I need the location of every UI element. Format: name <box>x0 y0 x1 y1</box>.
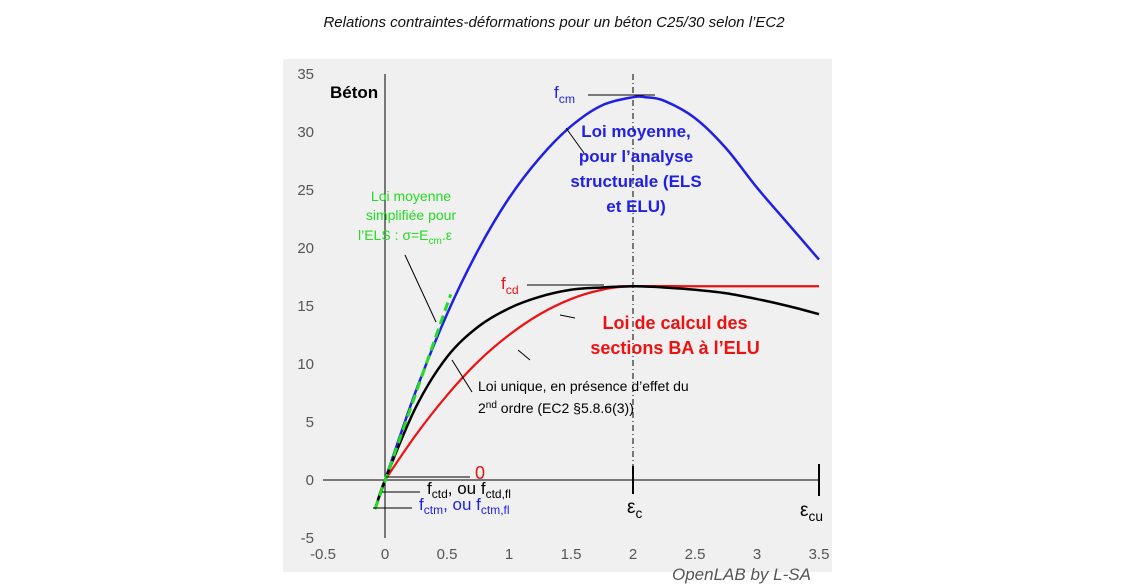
moyenne-leader <box>565 127 585 154</box>
curve-simplifiee <box>373 293 453 510</box>
label-fcm-base: f <box>554 83 559 102</box>
y-tick-label: 15 <box>297 298 314 315</box>
label-fcd-base: f <box>501 274 506 293</box>
x-tick-label: 2.5 <box>685 546 706 563</box>
label-simplifiee-pre: l’ELS : σ=E <box>358 227 429 243</box>
label-fctm-base: f <box>419 495 424 514</box>
label-zero: 0 <box>475 463 485 483</box>
curve-moyenne <box>373 95 820 510</box>
x-tick-label: 1.5 <box>561 546 582 563</box>
x-tick-label: 0.5 <box>437 546 458 563</box>
label-fctm-mid: , ou f <box>443 495 481 514</box>
y-tick-label: 20 <box>297 240 314 257</box>
label-fctm: fctm, ou fctm,fl <box>419 495 510 517</box>
label-simplifiee-sub: cm <box>429 236 442 247</box>
x-tick-label: 1 <box>505 546 513 563</box>
corner-label-beton: Béton <box>330 83 378 102</box>
label-fcm: fcm <box>554 83 575 106</box>
label-fctd-sub2: ctd,fl <box>486 487 511 501</box>
label-simplifiee-post: .ε <box>442 227 452 243</box>
label-unique-line2: 2nd ordre (EC2 §5.8.6(3)) <box>478 400 634 416</box>
label-fctd: fctd, ou fctd,fl <box>427 479 511 501</box>
label-fcd: fcd <box>501 274 519 297</box>
label-unique-sup: nd <box>486 400 497 411</box>
label-simplifiee-line1: Loi moyenne <box>371 188 451 204</box>
x-tick-label: 2 <box>629 546 637 563</box>
curve-calcul <box>384 284 819 481</box>
label-simplifiee-line2: simplifiée pour <box>366 207 457 223</box>
label-fctd-sub: ctd <box>432 487 448 501</box>
label-eps-c: εc <box>627 497 642 521</box>
unique-leader <box>451 359 473 393</box>
y-tick-label: -5 <box>301 530 314 547</box>
label-calcul-line: Loi de calcul des <box>602 313 747 333</box>
label-fctm-sub: ctm <box>424 503 443 517</box>
label-eps-c-sub: c <box>635 506 642 521</box>
plot-background <box>283 59 832 572</box>
chart-title: Relations contraintes-déformations pour … <box>323 14 785 31</box>
y-tick-label: 10 <box>297 356 314 373</box>
label-calcul-line: sections BA à l’ELU <box>590 338 759 358</box>
label-unique-line1: Loi unique, en présence d’effet du <box>478 378 689 394</box>
calcul-leader <box>559 314 576 319</box>
x-tick-label: -0.5 <box>310 546 336 563</box>
y-tick-label: 35 <box>297 66 314 83</box>
label-unique-pre: 2 <box>478 400 486 416</box>
label-fctd-base: f <box>427 479 432 498</box>
label-eps-c-base: ε <box>627 497 636 518</box>
label-fctd-mid: , ou f <box>448 479 486 498</box>
unique-leader-top <box>517 349 531 361</box>
x-tick-label: 3.5 <box>809 546 830 563</box>
label-moyenne-line: structurale (ELS <box>570 172 701 191</box>
label-unique-post: ordre (EC2 §5.8.6(3)) <box>497 400 634 416</box>
y-tick-label: 0 <box>306 472 314 489</box>
simplifiee-leader <box>404 254 437 323</box>
label-moyenne-line: et ELU) <box>606 197 666 216</box>
label-fcd-sub: cd <box>506 283 519 297</box>
x-tick-label: 0 <box>381 546 389 563</box>
y-tick-label: 30 <box>297 124 314 141</box>
curve-unique <box>373 285 820 510</box>
x-tick-label: 3 <box>753 546 761 563</box>
label-eps-cu-base: ε <box>800 500 809 521</box>
label-moyenne-line: Loi moyenne, <box>581 122 691 141</box>
footer-credit: OpenLAB by L-SA <box>672 565 811 584</box>
y-tick-label: 5 <box>306 414 314 431</box>
label-eps-cu-sub: cu <box>808 509 822 524</box>
label-fctm-sub2: ctm,fl <box>481 503 510 517</box>
label-simplifiee-line3: l’ELS : σ=Ecm.ε <box>358 227 452 247</box>
label-eps-cu: εcu <box>800 500 823 524</box>
y-tick-label: 25 <box>297 182 314 199</box>
label-fcm-sub: cm <box>559 92 575 106</box>
label-moyenne-line: pour l’analyse <box>579 147 693 166</box>
